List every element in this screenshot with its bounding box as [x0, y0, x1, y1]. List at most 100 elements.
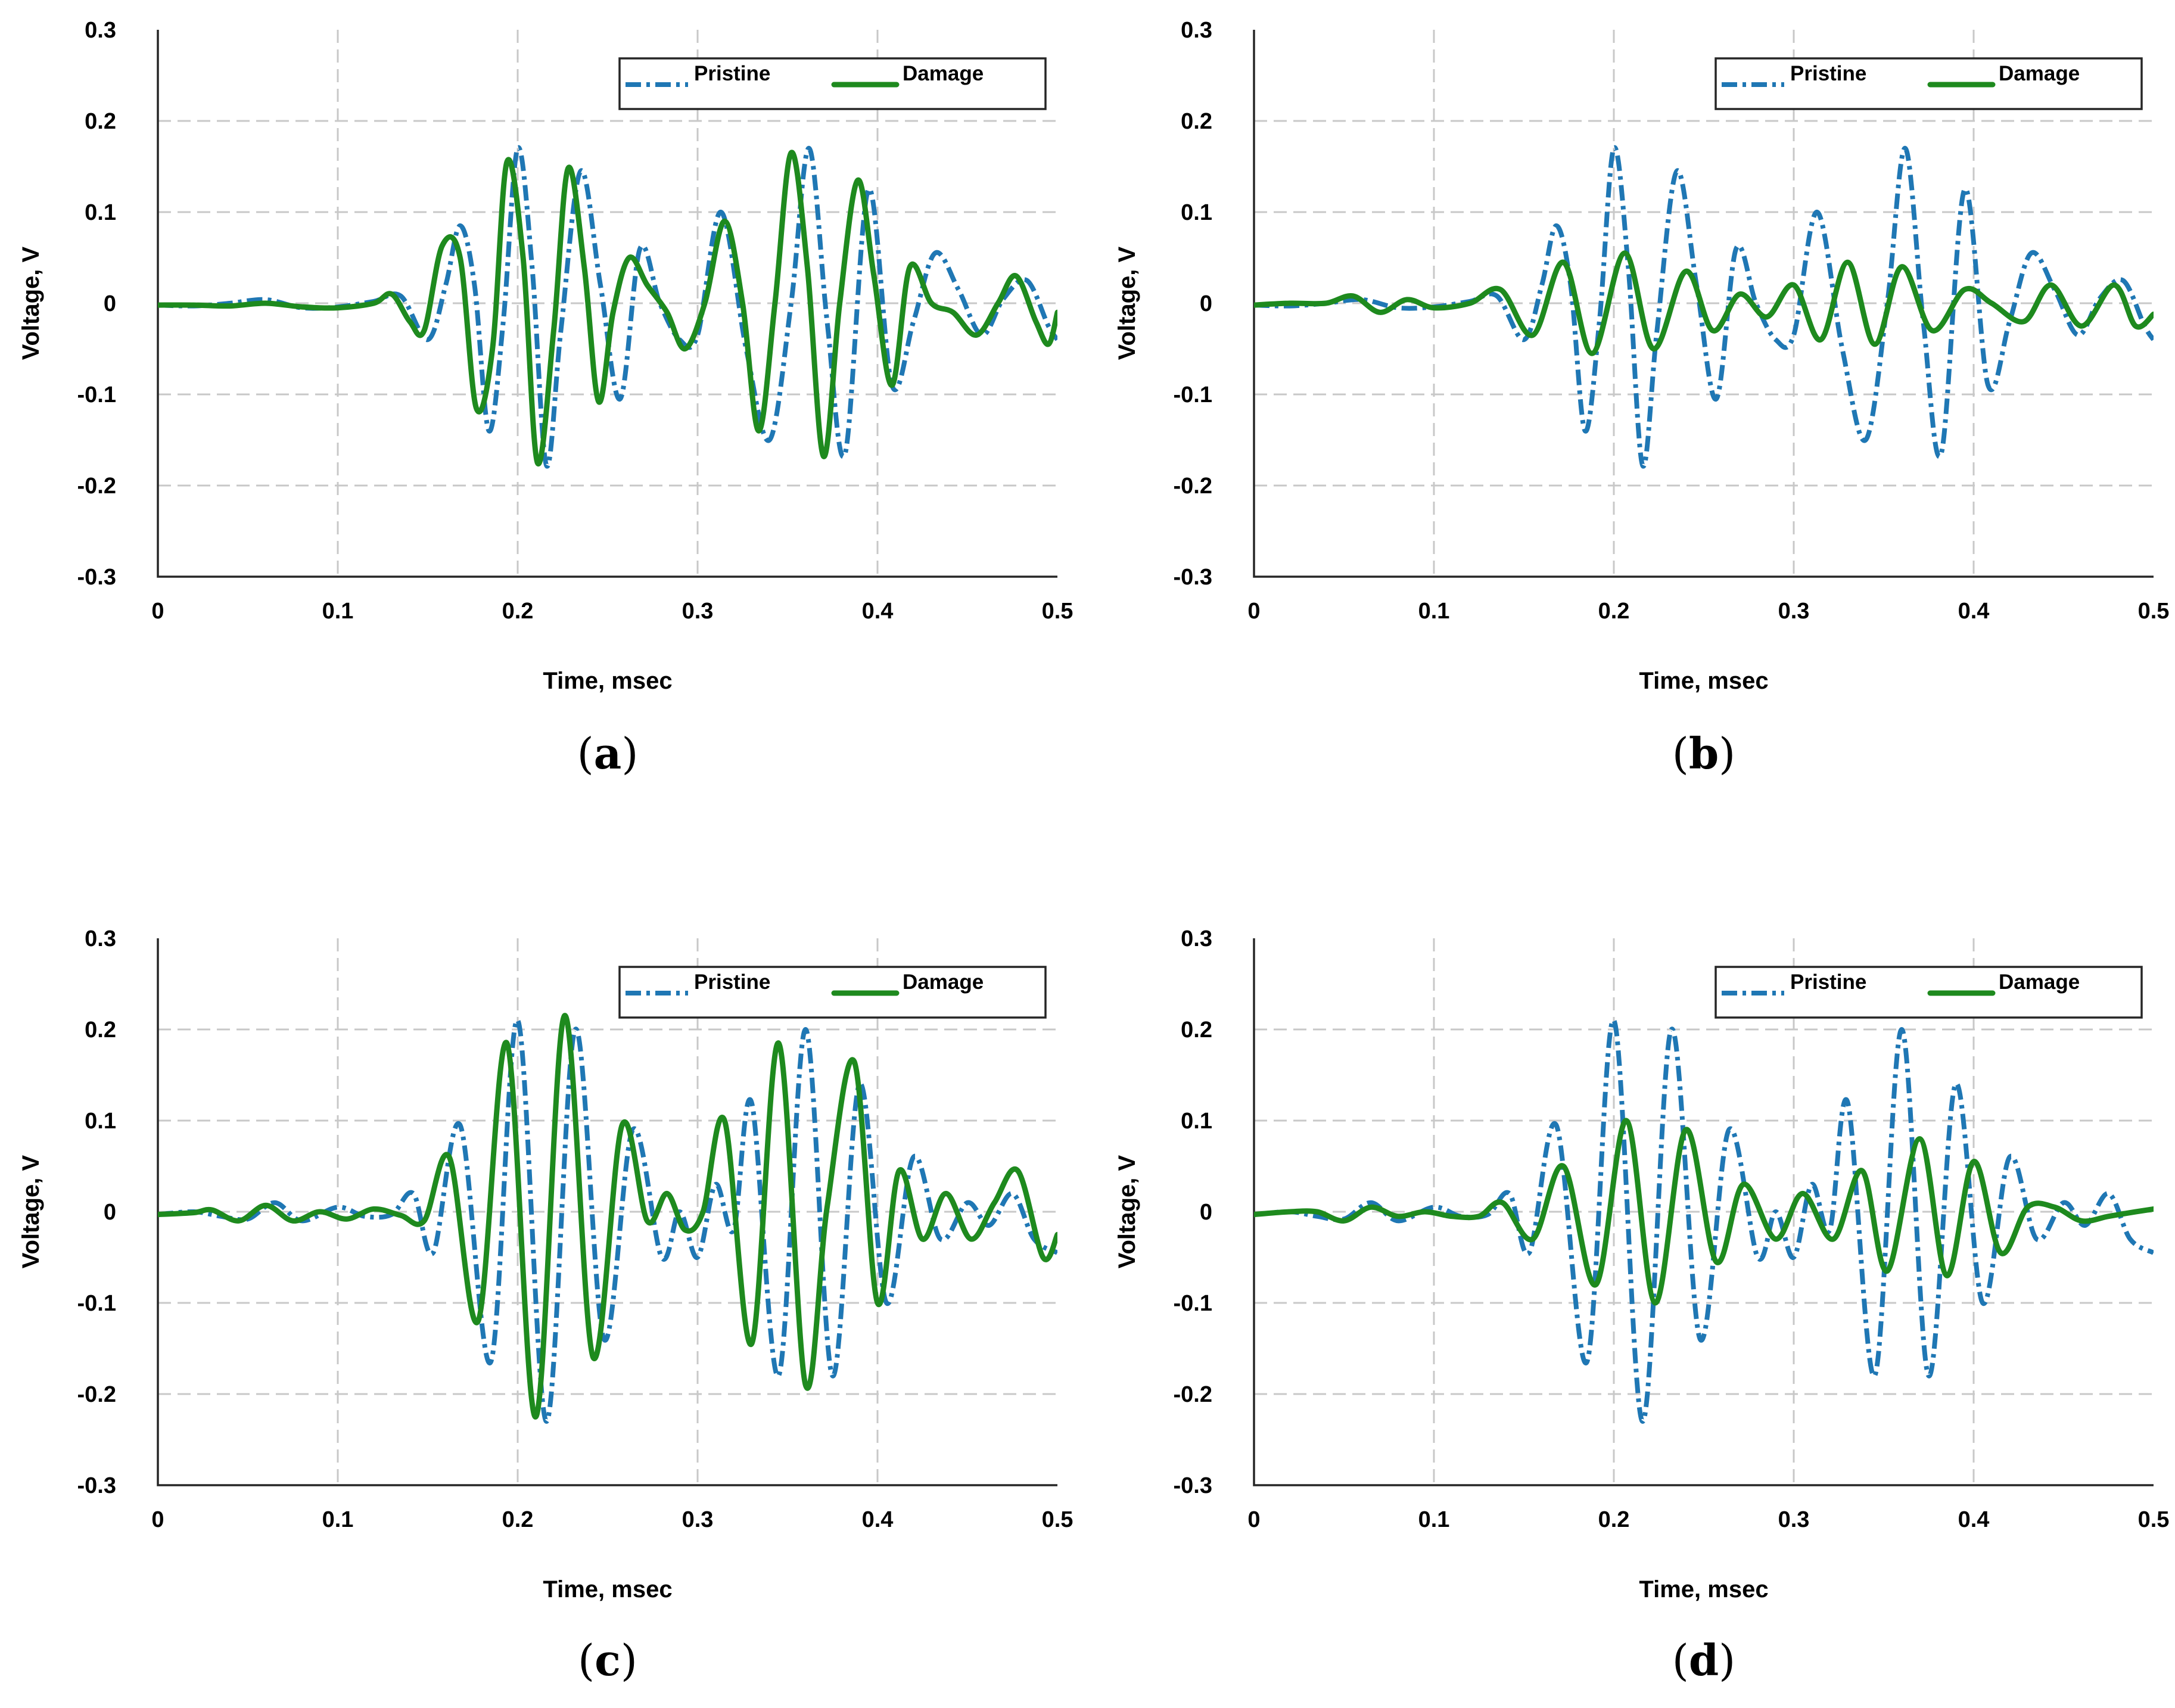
panel-d: 0.3 0.2 0.1 0 -0.1 -0.2 -0.3 0 0.1 0.2 0.3 0.4 0.5 Ti… [1114, 926, 2169, 1685]
series-line-damage [158, 150, 1057, 467]
x-axis-title: Time, msec [1639, 1576, 1768, 1603]
y-tick-label: 0 [1200, 291, 1212, 316]
legend-label-pristine: Pristine [694, 62, 770, 85]
x-tick-label: 0.4 [862, 1507, 894, 1532]
legend-label-pristine: Pristine [694, 970, 770, 994]
axes [157, 938, 1057, 1486]
y-axis-title: Voltage, V [1114, 246, 1140, 360]
y-tick-label: -0.3 [77, 565, 116, 590]
axes [157, 30, 1057, 578]
x-tick-label: 0.4 [862, 599, 894, 624]
y-tick-label: -0.3 [1174, 565, 1212, 590]
panel-a: 0.3 0.2 0.1 0 -0.1 -0.2 -0.3 0 0.1 0.2 0.3 0.4 0.5 Ti… [18, 18, 1073, 779]
y-tick-label: 0.1 [85, 1109, 116, 1134]
y-tick-label: 0.1 [1181, 200, 1212, 225]
panel-label-letter: c [595, 1635, 621, 1685]
y-tick-label: -0.3 [1174, 1473, 1212, 1498]
y-tick-label: 0 [104, 1200, 116, 1225]
y-tick-label: 0 [1200, 1200, 1212, 1225]
y-tick-label: -0.2 [1174, 474, 1212, 499]
legend-label-damage: Damage [903, 970, 984, 994]
x-tick-label: 0.5 [2138, 599, 2170, 624]
legend-label-damage: Damage [903, 62, 984, 85]
grid [158, 30, 1057, 577]
series-line-pristine [158, 1018, 1057, 1424]
y-tick-label: -0.2 [1174, 1382, 1212, 1407]
y-tick-label: 0.3 [85, 926, 116, 951]
x-tick-label: 0 [151, 599, 164, 624]
y-tick-label: 0.2 [85, 109, 116, 134]
legend-label-damage: Damage [1999, 970, 2080, 994]
series-line-damage [1254, 1118, 2154, 1306]
x-tick-label: 0.2 [1598, 1507, 1630, 1532]
x-tick-label: 0.4 [1958, 1507, 1990, 1532]
x-tick-label: 0.5 [1042, 1507, 1074, 1532]
panel-label-letter: d [1689, 1635, 1719, 1685]
x-tick-label: 0.3 [1778, 1507, 1810, 1532]
y-tick-label: 0 [104, 291, 116, 316]
legend-label-damage: Damage [1999, 62, 2080, 85]
panel-label-letter: b [1689, 728, 1719, 779]
series-group [158, 145, 1057, 469]
grid [1254, 30, 2154, 577]
grid [158, 938, 1057, 1485]
y-tick-label: -0.3 [77, 1473, 116, 1498]
y-tick-label: 0.1 [1181, 1109, 1212, 1134]
y-tick-label: -0.1 [77, 382, 116, 407]
y-axis-title: Voltage, V [1114, 1155, 1140, 1268]
legend: Pristine Damage [1715, 57, 2143, 110]
x-tick-label: 0.5 [1042, 599, 1074, 624]
x-axis-title: Time, msec [543, 668, 672, 694]
series-group [1254, 1018, 2154, 1424]
panel-label: (d) [1672, 1635, 1736, 1685]
y-tick-label: -0.1 [1174, 1291, 1212, 1316]
x-tick-label: 0 [1247, 599, 1260, 624]
y-tick-label: -0.1 [1174, 382, 1212, 407]
legend: Pristine Damage [618, 57, 1047, 110]
x-tick-label: 0.3 [682, 1507, 714, 1532]
x-tick-label: 0.2 [502, 599, 534, 624]
series-line-damage [1254, 250, 2154, 356]
panel-label: (c) [578, 1635, 637, 1685]
x-tick-label: 0.2 [1598, 599, 1630, 624]
legend-label-pristine: Pristine [1790, 62, 1866, 85]
y-tick-label: 0.3 [85, 18, 116, 43]
x-tick-label: 0.1 [322, 599, 354, 624]
y-tick-label: 0.3 [1181, 18, 1212, 43]
axes [1253, 30, 2154, 578]
series-group [158, 1013, 1057, 1424]
panel-label-letter: a [594, 728, 622, 779]
x-tick-label: 0.2 [502, 1507, 534, 1532]
x-tick-label: 0.1 [322, 1507, 354, 1532]
y-tick-label: 0.2 [1181, 1018, 1212, 1043]
legend-label-pristine: Pristine [1790, 970, 1866, 994]
x-tick-label: 0 [1247, 1507, 1260, 1532]
panel-c: 0.3 0.2 0.1 0 -0.1 -0.2 -0.3 0 0.1 0.2 0.3 0.4 0.5 Ti… [18, 926, 1073, 1685]
x-tick-label: 0.1 [1418, 1507, 1450, 1532]
x-tick-label: 0.1 [1418, 599, 1450, 624]
x-tick-label: 0.3 [682, 599, 714, 624]
x-axis-title: Time, msec [543, 1576, 672, 1603]
y-tick-label: 0.3 [1181, 926, 1212, 951]
x-tick-label: 0 [151, 1507, 164, 1532]
y-tick-label: -0.2 [77, 1382, 116, 1407]
y-tick-label: -0.1 [77, 1291, 116, 1316]
grid [1254, 938, 2154, 1485]
x-tick-label: 0.5 [2138, 1507, 2170, 1532]
panel-label: (b) [1672, 728, 1736, 779]
legend: Pristine Damage [1715, 966, 2143, 1019]
y-tick-label: -0.2 [77, 474, 116, 499]
axes [1253, 938, 2154, 1486]
panel-b: 0.3 0.2 0.1 0 -0.1 -0.2 -0.3 0 0.1 0.2 0.3 0.4 0.5 Ti… [1114, 18, 2169, 779]
x-tick-label: 0.3 [1778, 599, 1810, 624]
y-tick-label: 0.2 [1181, 109, 1212, 134]
x-axis-title: Time, msec [1639, 668, 1768, 694]
y-tick-label: 0.1 [85, 200, 116, 225]
series-line-pristine [1254, 145, 2154, 469]
x-tick-label: 0.4 [1958, 599, 1990, 624]
series-group [1254, 145, 2154, 469]
panel-label: (a) [577, 728, 639, 779]
series-line-damage [158, 1013, 1057, 1420]
legend: Pristine Damage [618, 966, 1047, 1019]
